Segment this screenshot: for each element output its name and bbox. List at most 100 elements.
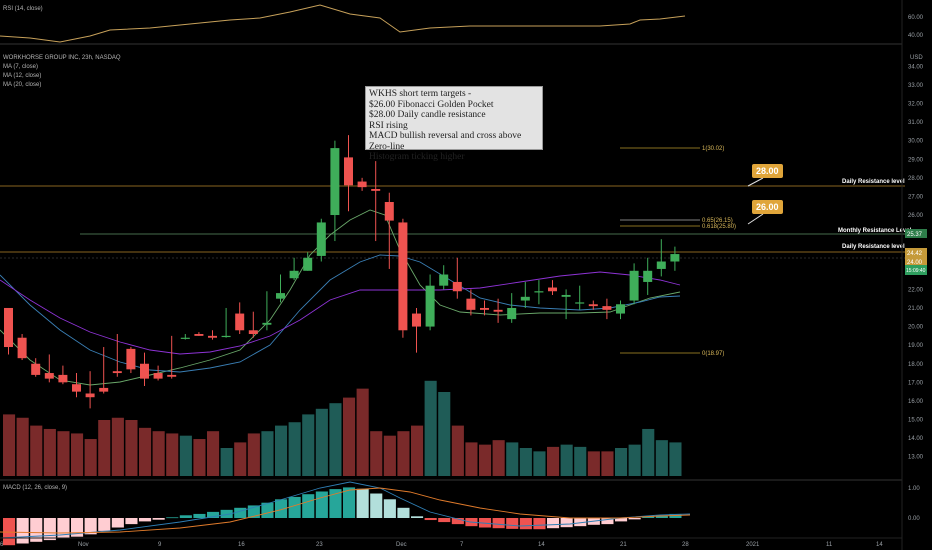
candle-body <box>289 270 299 279</box>
price-tag-25-37-text: 25.37 <box>907 232 923 238</box>
candle-body <box>493 309 503 312</box>
candle-body <box>126 348 136 370</box>
price-tick-label: 26.00 <box>908 213 924 219</box>
time-tick-label: 21 <box>620 542 627 548</box>
candle-body <box>507 307 517 320</box>
macd-histogram-bar <box>560 518 573 528</box>
candle-body <box>629 270 639 301</box>
candle-body <box>425 285 435 327</box>
candle-body <box>656 261 666 269</box>
price-tick-label: 30.00 <box>908 139 924 145</box>
time-tick-label: 28 <box>682 542 689 548</box>
macd-histogram-bar <box>451 518 464 525</box>
candle-body <box>31 363 41 375</box>
macd-histogram-bar <box>315 491 328 518</box>
volume-bar <box>43 428 56 476</box>
price-tick-label: 15.00 <box>908 418 924 424</box>
volume-bar <box>628 444 641 476</box>
target-arrows <box>747 177 764 225</box>
macd-histogram-bar <box>207 511 220 518</box>
macd-histogram-bar <box>574 518 587 527</box>
time-tick-label: Nov <box>78 542 89 548</box>
candle-body <box>194 334 204 336</box>
time-tick-label: 9 <box>158 542 162 548</box>
volume-bar <box>152 431 165 476</box>
candle-body <box>85 393 95 398</box>
fib-label-1: 1(30.02) <box>702 146 724 152</box>
volume-bar <box>84 439 97 476</box>
candle-body <box>357 181 367 188</box>
legend: WORKHORSE GROUP INC, 23h, NASDAQ MA (7, … <box>3 55 923 88</box>
fib-label-0: 0(18.97) <box>702 351 724 357</box>
volume-bar <box>451 425 464 476</box>
price-tick-label: 22.00 <box>908 287 924 293</box>
volume-bar <box>343 397 356 476</box>
macd-histogram-bar <box>411 516 424 518</box>
annotation-note[interactable]: WKHS short term targets - $26.00 Fibonac… <box>365 86 543 162</box>
macd-histogram-bar <box>179 515 192 518</box>
candle-body <box>575 302 585 304</box>
candle-body <box>643 270 653 282</box>
volume-bar <box>220 448 233 476</box>
candle-body <box>72 384 81 392</box>
macd-histogram-bar <box>506 518 519 529</box>
price-tick-label: 20.00 <box>908 325 924 331</box>
candle-body <box>398 222 408 331</box>
candle-body <box>248 330 258 335</box>
legend-ma7: MA (7, close) <box>3 64 38 70</box>
note-line: $28.00 Daily candle resistance <box>369 110 486 120</box>
price-tick-label: 14.00 <box>908 436 924 442</box>
candle-body <box>17 337 27 359</box>
macd-histogram-bar <box>288 496 301 518</box>
candlesticks[interactable] <box>4 135 680 409</box>
macd-histogram-bar <box>220 509 233 518</box>
note-line: RSI rising <box>369 120 408 131</box>
volume-bar <box>615 448 628 476</box>
candle-body <box>588 304 598 307</box>
time-tick-label: 23 <box>316 542 323 548</box>
ma12-line <box>0 254 681 373</box>
volume-bar <box>356 388 369 476</box>
target-badge-26[interactable]: 26.00 <box>752 200 783 214</box>
candle-body <box>303 257 313 271</box>
macd-signal-line <box>0 487 691 534</box>
note-line: Histogram ticking higher <box>369 152 465 162</box>
price-tick-label: 18.00 <box>908 362 924 368</box>
note-line: $26.00 Fibonacci Golden Pocket <box>369 99 494 110</box>
candle-body <box>480 307 489 310</box>
fib-levels[interactable]: 1(30.02) 0.65(26.15) 0.618(25.80) 0(18.9… <box>620 146 736 357</box>
resistance-lines: Daily Resistance level Monthly Resistanc… <box>0 179 912 259</box>
candle-body <box>208 335 217 338</box>
volume-bar <box>261 431 274 476</box>
volume-bar <box>601 451 614 476</box>
macd-histogram-bar <box>139 518 152 522</box>
candle-body <box>167 374 177 377</box>
price-tick-label: 33.00 <box>908 83 924 89</box>
candle-body <box>534 291 544 293</box>
rsi-tick-40: 40.00 <box>908 33 924 39</box>
volume-bar <box>166 433 179 476</box>
volume-bar <box>506 442 519 476</box>
candle-body <box>371 188 381 191</box>
volume-bar <box>71 433 84 476</box>
volume-bar <box>465 442 478 476</box>
macd-histogram-bar <box>655 515 668 518</box>
candle-body <box>616 304 625 314</box>
candle-body <box>235 313 245 331</box>
macd-histogram-bar <box>43 518 56 541</box>
time-axis[interactable]: 6 Nov 9 16 23 Dec 7 14 21 28 2021 11 14 <box>0 537 902 548</box>
macd-histogram-bar <box>302 494 315 518</box>
daily-resistance-label-2: Daily Resistance level <box>842 244 905 250</box>
volume-bar <box>587 451 600 476</box>
macd-histogram-bar <box>533 518 546 530</box>
rsi-pane: RSI (14, close) 60.00 40.00 <box>0 4 924 45</box>
volume-bar <box>574 446 587 476</box>
macd-histogram-bar <box>383 499 396 518</box>
volume-bar <box>179 435 192 476</box>
volume-bar <box>16 417 29 476</box>
macd-histogram-bar <box>71 518 84 537</box>
target-badge-28[interactable]: 28.00 <box>752 164 783 178</box>
volume-bar <box>438 392 451 476</box>
ma20-line <box>0 271 681 355</box>
